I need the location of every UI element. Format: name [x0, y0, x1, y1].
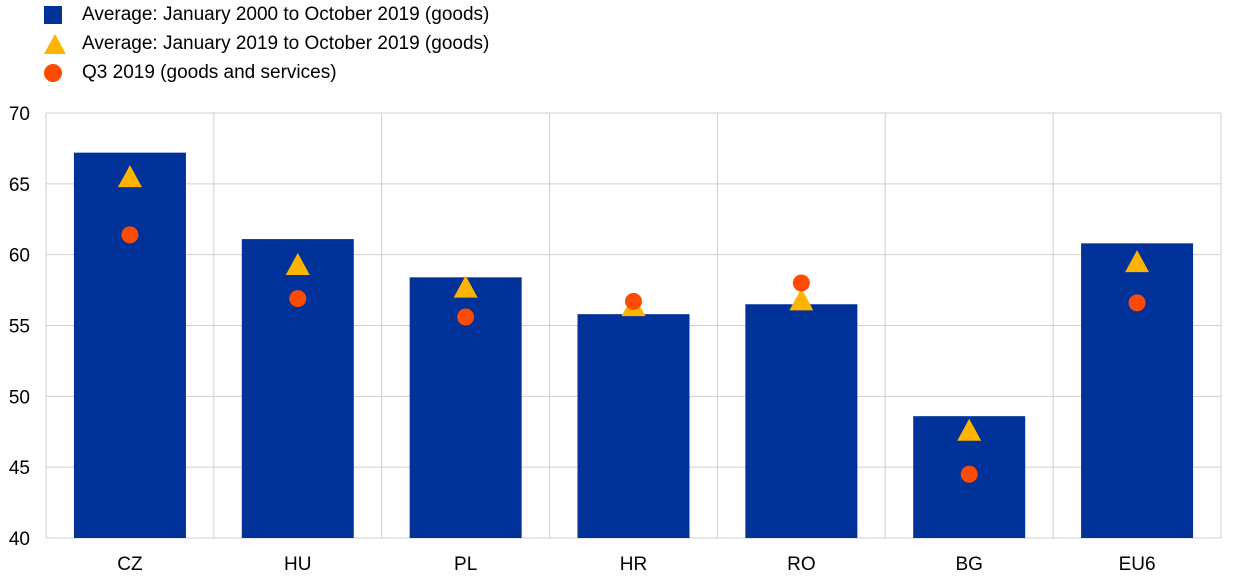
legend-square-marker	[44, 5, 62, 24]
triangle-point	[453, 275, 478, 298]
circle-point	[289, 290, 307, 308]
legend-circle-marker	[44, 63, 62, 82]
circle-point	[121, 226, 139, 244]
x-tick-label: HR	[620, 554, 647, 575]
bar	[745, 304, 858, 538]
x-tick-label: RO	[787, 554, 816, 575]
triangle-point	[1125, 250, 1150, 273]
y-tick-label: 70	[9, 104, 30, 125]
circle-point	[792, 274, 810, 292]
y-tick-label: 55	[9, 317, 30, 338]
x-tick-label: PL	[454, 554, 477, 575]
triangle-point	[957, 418, 982, 441]
y-tick-label: 65	[9, 175, 30, 196]
triangle-point	[285, 253, 310, 275]
legend-label: Average: January 2019 to October 2019 (g…	[82, 33, 490, 54]
x-tick-label: EU6	[1119, 554, 1156, 575]
circle-point	[457, 308, 475, 326]
legend-triangle-marker	[44, 33, 66, 54]
triangle-point	[789, 288, 814, 311]
bar	[241, 239, 354, 539]
x-tick-label: BG	[955, 554, 982, 575]
circle-point	[625, 292, 642, 310]
legend-label: Q3 2019 (goods and services)	[82, 62, 337, 83]
y-tick-label: 60	[9, 246, 30, 267]
bar	[73, 152, 186, 538]
circle-point	[960, 465, 978, 483]
y-tick-label: 40	[9, 529, 30, 550]
x-tick-label: HU	[284, 554, 311, 575]
y-tick-label: 50	[9, 387, 30, 408]
x-tick-label: CZ	[117, 554, 143, 575]
circle-point	[1128, 294, 1146, 312]
triangle-point	[117, 165, 142, 188]
bar	[577, 314, 690, 538]
legend-label: Average: January 2000 to October 2019 (g…	[82, 4, 490, 25]
bar	[1081, 243, 1194, 539]
y-tick-label: 45	[9, 458, 30, 479]
